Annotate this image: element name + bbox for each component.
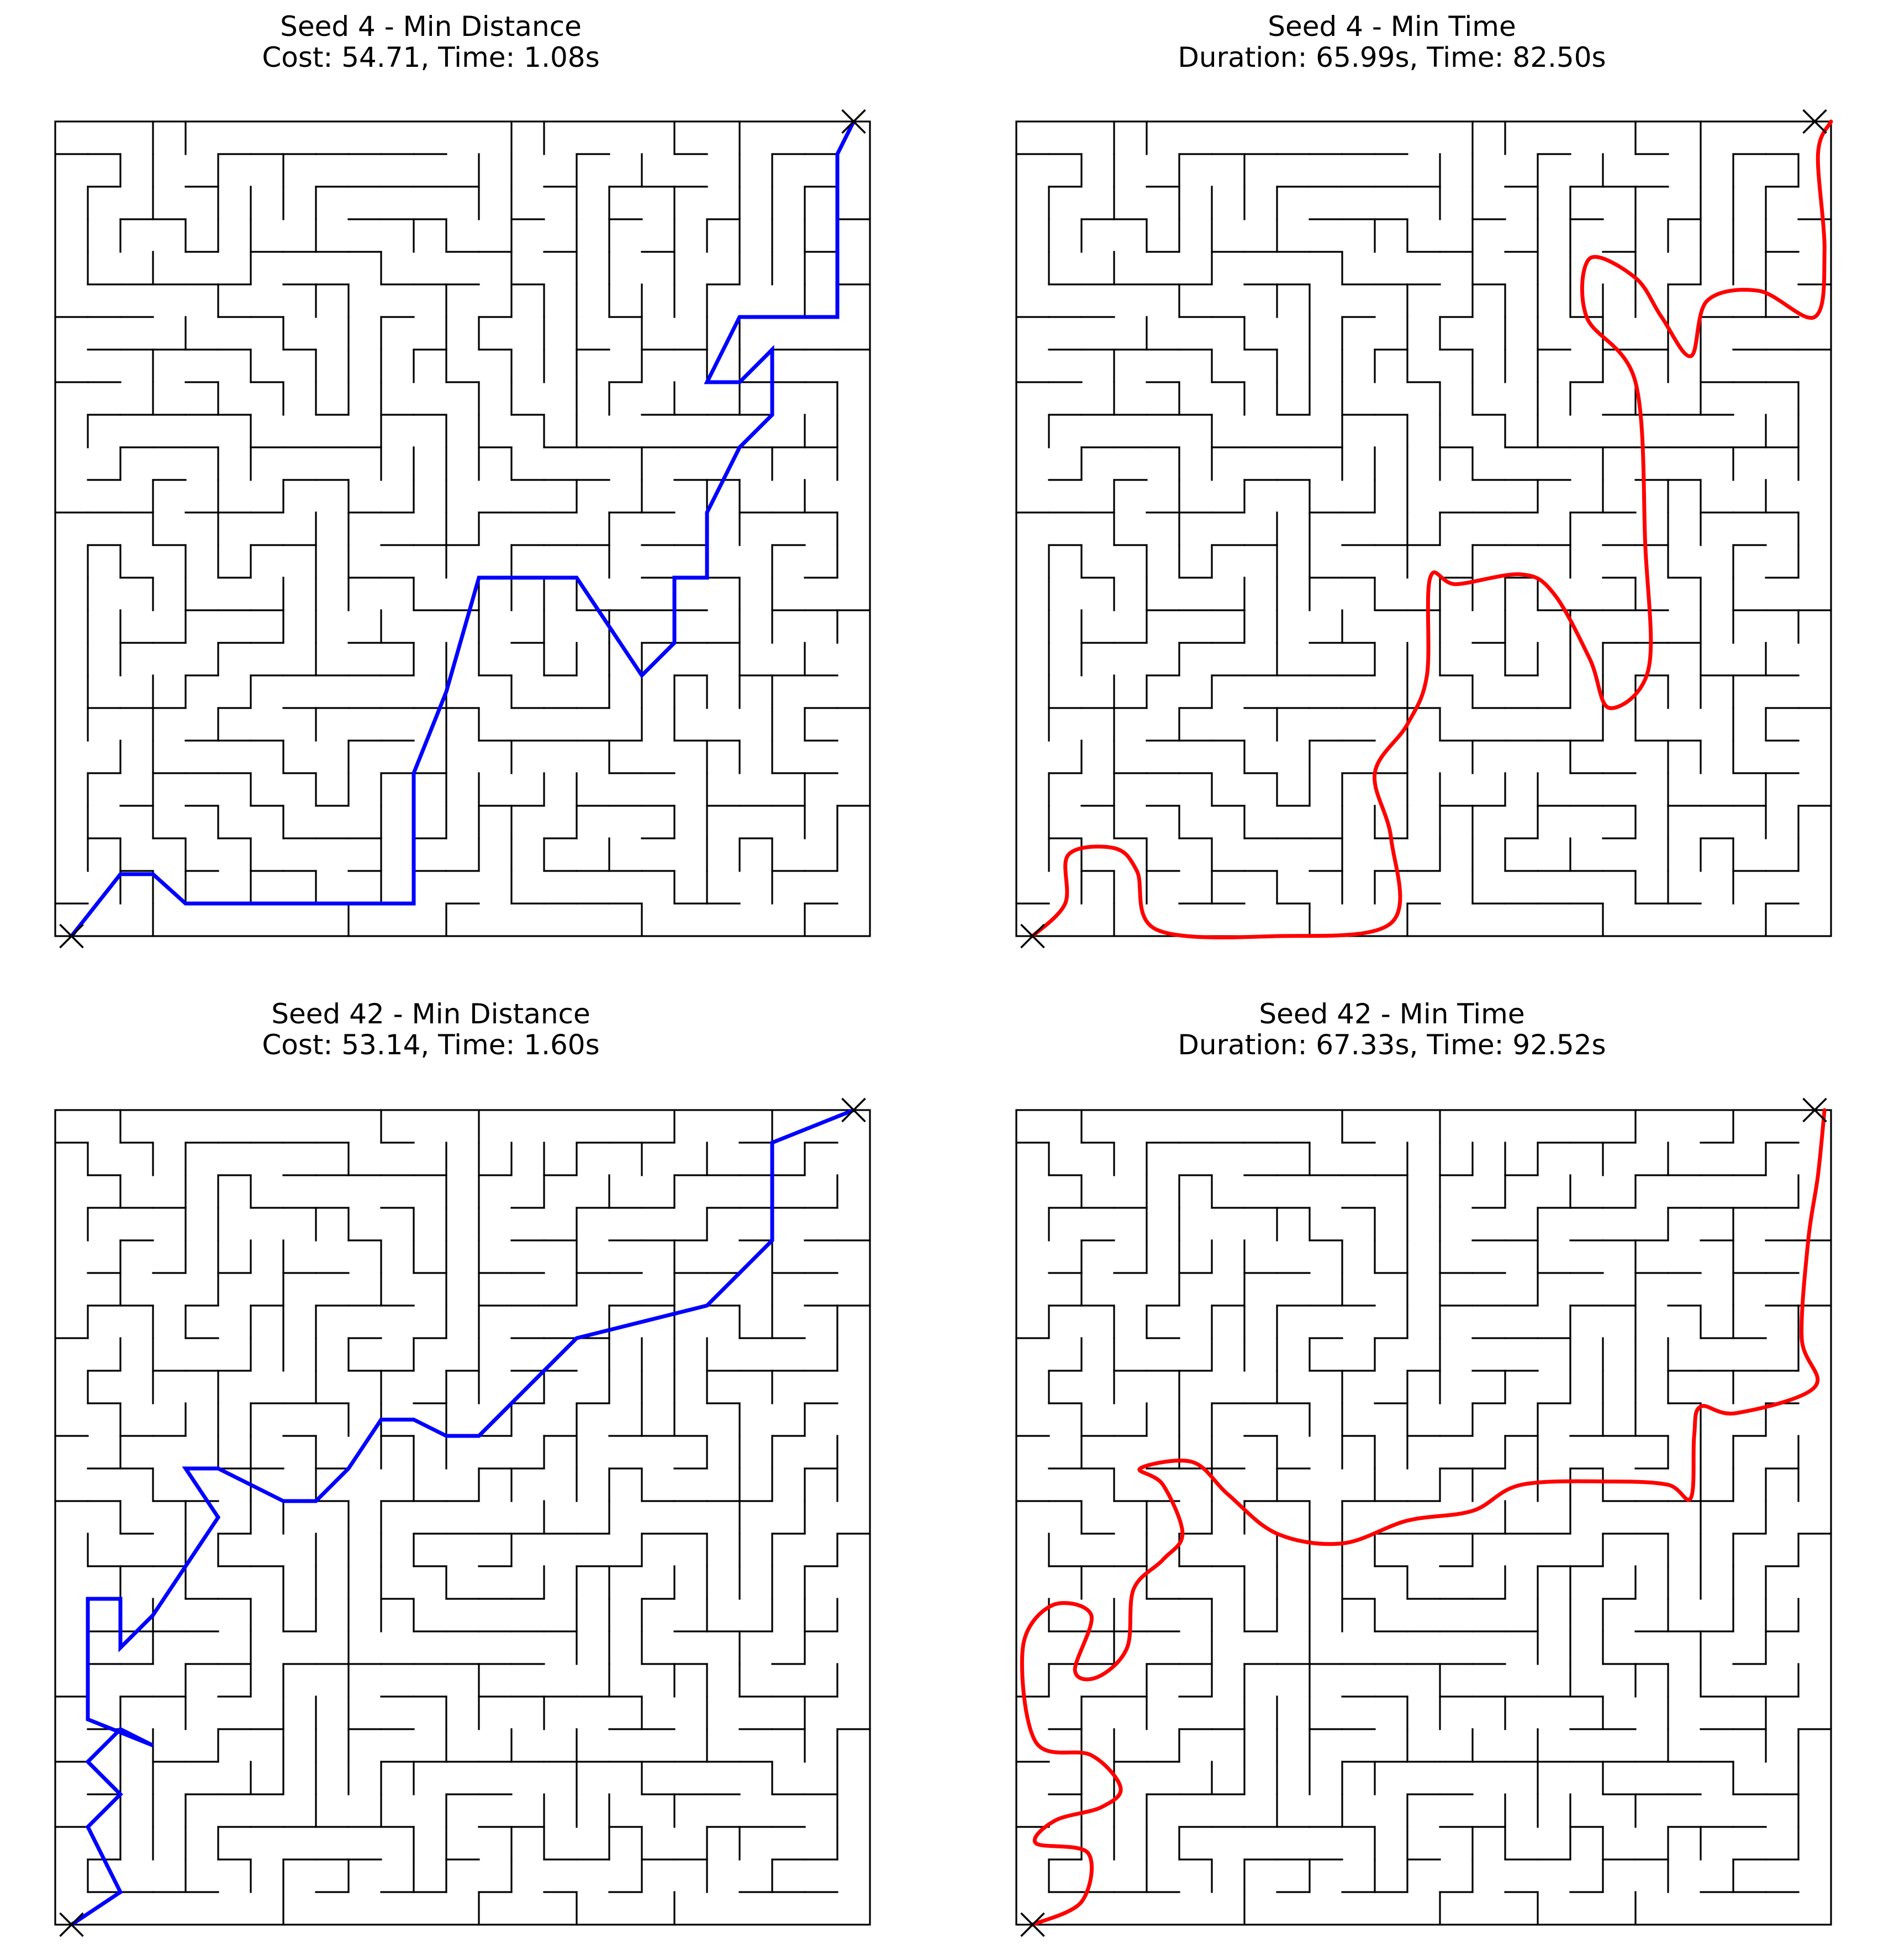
goal-x-marker-icon	[841, 109, 866, 134]
maze-seed42-min-time	[1015, 1097, 1832, 1937]
goal-x-marker-icon	[1802, 109, 1827, 134]
goal-x-marker-icon	[1802, 1097, 1827, 1123]
start-x-marker-icon	[1020, 923, 1045, 949]
goal-x-marker-icon	[841, 1097, 866, 1123]
start-x-marker-icon	[59, 1912, 84, 1937]
maze-border	[1015, 1109, 1832, 1926]
solution-path	[70, 120, 856, 938]
maze-border	[54, 120, 871, 937]
panel-title-line2: Duration: 67.33s, Time: 92.52s	[1178, 1029, 1606, 1061]
maze-walls	[1015, 1109, 1832, 1926]
solution-path	[1020, 1108, 1827, 1927]
maze-seed4-min-distance	[54, 109, 871, 949]
solution-path	[1031, 119, 1833, 939]
panel-title: Seed 4 - Min Time Duration: 65.99s, Time…	[961, 11, 1823, 73]
panel-title-line1: Seed 42 - Min Distance	[271, 998, 590, 1030]
maze-walls	[54, 120, 871, 937]
maze-border	[54, 1109, 871, 1926]
panel-title: Seed 42 - Min Time Duration: 67.33s, Tim…	[961, 999, 1823, 1060]
panel-title-line1: Seed 4 - Min Time	[1268, 10, 1516, 43]
maze-walls	[1015, 120, 1832, 937]
panel-title-line1: Seed 42 - Min Time	[1259, 998, 1525, 1030]
maze-seed4-min-time	[1015, 109, 1833, 949]
start-x-marker-icon	[1020, 1912, 1045, 1937]
panel-title-line2: Cost: 54.71, Time: 1.08s	[262, 41, 600, 73]
panel-title-line2: Duration: 65.99s, Time: 82.50s	[1178, 41, 1606, 73]
panel-title-line1: Seed 4 - Min Distance	[280, 10, 582, 43]
maze-walls	[54, 1109, 871, 1926]
panel-title-line2: Cost: 53.14, Time: 1.60s	[262, 1029, 600, 1061]
panel-title: Seed 42 - Min Distance Cost: 53.14, Time…	[0, 999, 862, 1060]
start-x-marker-icon	[59, 923, 84, 949]
panel-title: Seed 4 - Min Distance Cost: 54.71, Time:…	[0, 11, 862, 73]
maze-border	[1015, 120, 1832, 937]
maze-seed42-min-distance	[54, 1097, 871, 1937]
solution-path	[70, 1108, 854, 1926]
